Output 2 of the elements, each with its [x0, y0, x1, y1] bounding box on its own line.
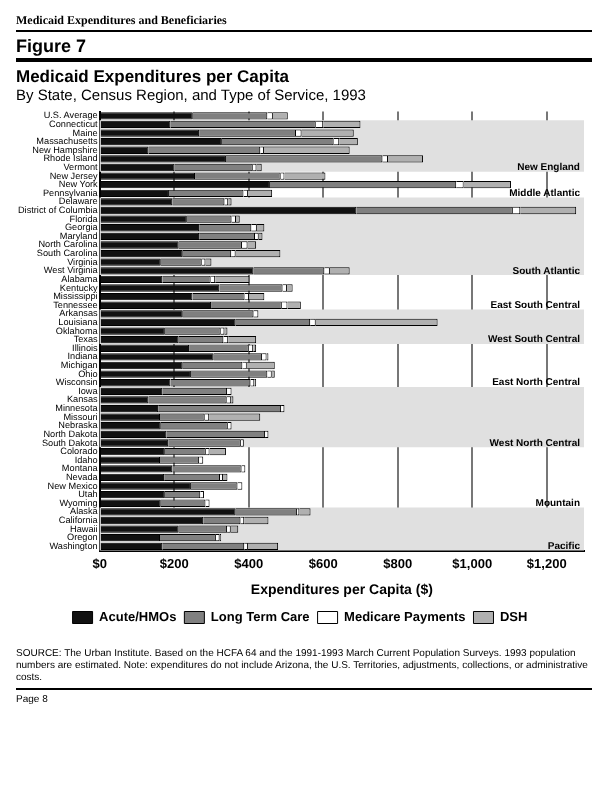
- caption: Figure 7: [16, 32, 592, 62]
- chart-title: Medicaid Expenditures per Capita: [16, 66, 292, 86]
